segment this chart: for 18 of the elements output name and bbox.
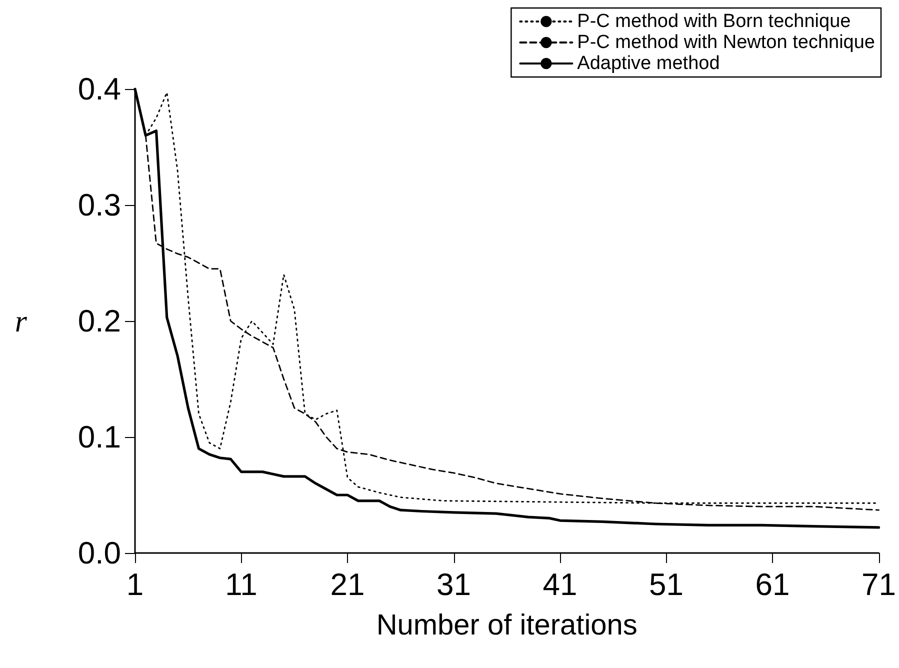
x-tick-label: 41 [542,567,578,602]
x-tick-label: 11 [225,567,258,602]
legend-label: P-C method with Newton technique [577,32,876,53]
y-tick-label: 0.0 [78,536,121,570]
x-tick-label: 51 [649,567,684,602]
y-axis-title: r [14,304,28,338]
y-tick-label: 0.4 [78,72,121,106]
x-tick-label: 21 [330,567,365,602]
y-tick-label: 0.1 [78,420,121,454]
x-tick-label: 71 [862,567,896,602]
legend-label: Adaptive method [577,53,720,74]
y-tick-label: 0.2 [78,304,121,338]
x-tick-label: 61 [755,567,790,602]
y-tick-label: 0.3 [78,188,121,222]
legend-label: P-C method with Born technique [577,11,851,32]
x-tick-label: 1 [126,567,144,602]
x-axis-title: Number of iterations [376,610,638,642]
x-tick-label: 31 [436,567,471,602]
